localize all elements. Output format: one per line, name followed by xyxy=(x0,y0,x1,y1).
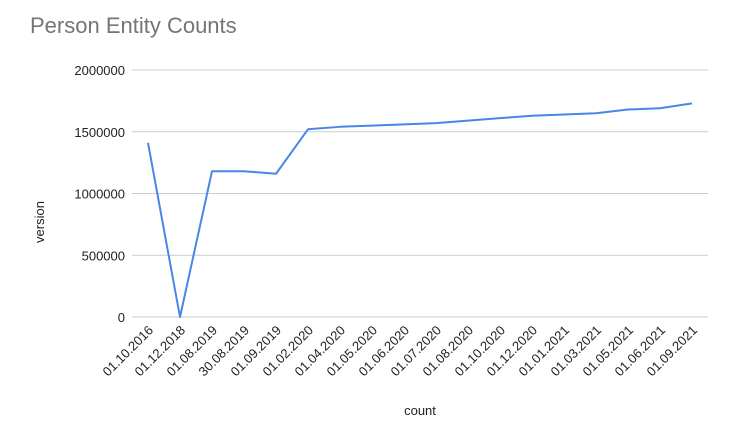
y-tick-label: 0 xyxy=(118,310,125,325)
chart-title: Person Entity Counts xyxy=(30,13,237,38)
y-tick-label: 1500000 xyxy=(74,125,125,140)
data-line xyxy=(147,102,693,318)
y-tick-label: 1000000 xyxy=(74,187,125,202)
y-axis-label: version xyxy=(32,201,47,243)
x-axis-label: count xyxy=(404,403,436,418)
y-tick-label: 2000000 xyxy=(74,63,125,78)
y-tick-label: 500000 xyxy=(82,248,125,263)
